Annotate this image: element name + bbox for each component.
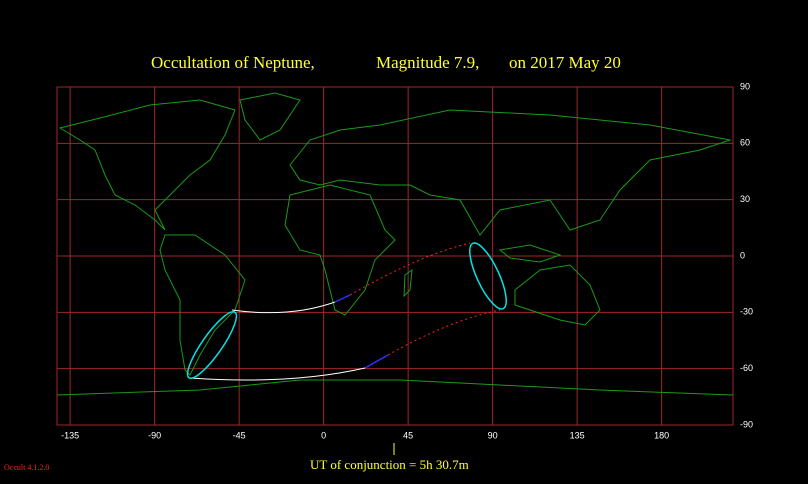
title: Occultation of Neptune, (151, 53, 315, 72)
x-tick-label: 90 (488, 430, 498, 440)
x-tick-label: -45 (233, 430, 246, 440)
coastline (514, 264, 601, 326)
y-tick-label: -30 (740, 307, 753, 317)
grid (56, 86, 734, 426)
coastline (284, 184, 396, 316)
coastline (403, 268, 413, 298)
coastline (498, 244, 562, 263)
path-limit (334, 294, 351, 303)
x-tick-label: 0 (321, 430, 326, 440)
x-tick-label: 45 (403, 430, 413, 440)
y-tick-label: 30 (740, 194, 750, 204)
path-end (469, 242, 507, 310)
y-tick-label: 90 (740, 81, 750, 91)
y-tick-label: -90 (740, 419, 753, 429)
x-tick-label: -90 (148, 430, 161, 440)
coastlines (56, 92, 734, 396)
path-limit (387, 309, 501, 356)
y-tick-label: 0 (740, 250, 745, 260)
title: on 2017 May 20 (509, 53, 621, 72)
coastline (56, 379, 734, 396)
x-tick-label: -135 (61, 430, 79, 440)
coastline (289, 109, 732, 236)
x-tick-label: 135 (570, 430, 585, 440)
coastline (159, 234, 246, 376)
y-tick-label: 60 (740, 138, 750, 148)
occultation-paths (186, 242, 507, 381)
version: Occult 4.1.2.0 (4, 463, 49, 472)
x-tick-label: 180 (654, 430, 669, 440)
y-tick-label: -60 (740, 363, 753, 373)
path-limit (231, 301, 336, 314)
footer: UT of conjunction = 5h 30.7m (310, 457, 469, 472)
coastline (239, 92, 301, 141)
title: Magnitude 7.9, (376, 53, 479, 72)
path-limit (189, 367, 366, 381)
path-limit (364, 354, 389, 369)
coastline (58, 99, 236, 231)
path-end (186, 310, 238, 380)
